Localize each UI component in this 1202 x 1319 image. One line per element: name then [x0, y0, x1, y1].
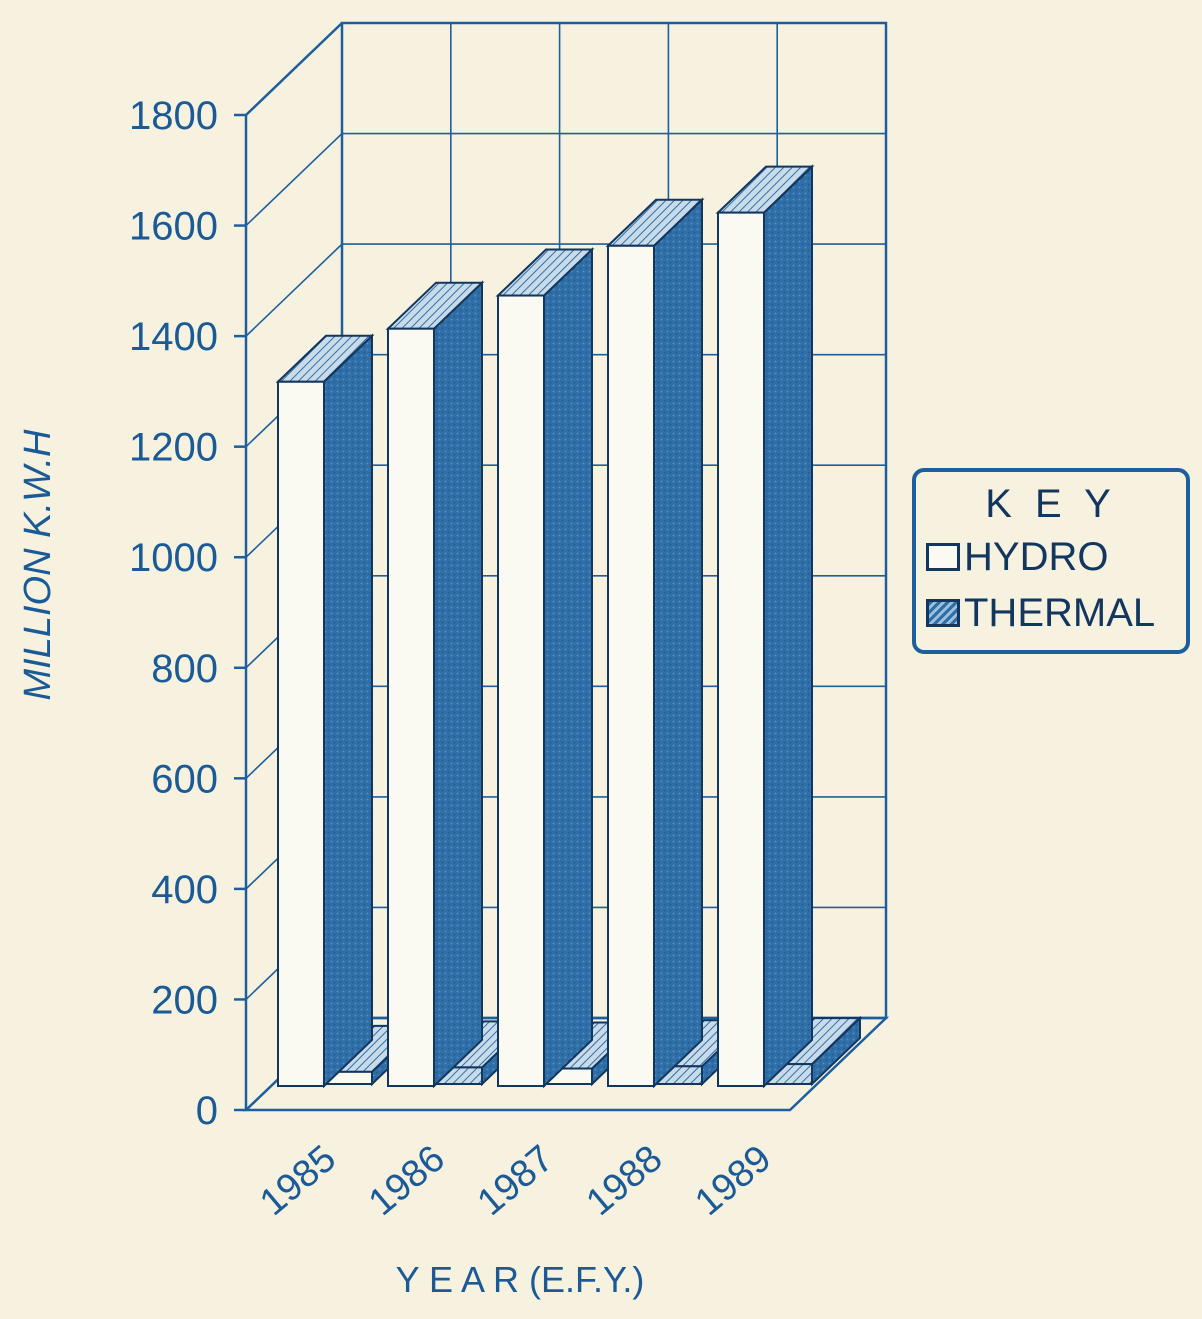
- y-tick-label: 600: [151, 757, 218, 801]
- legend-swatch-thermal: [926, 599, 960, 627]
- gridline-side: [245, 243, 343, 337]
- chart-bars: [275, 164, 863, 1089]
- legend-swatch-hydro: [926, 543, 960, 571]
- bar-hydro: [495, 247, 595, 1089]
- bar-front: [497, 294, 545, 1087]
- bar-front: [277, 380, 325, 1087]
- x-axis-label: Y E A R (E.F.Y.): [396, 1259, 645, 1300]
- gridline-side: [245, 132, 343, 227]
- bar-side: [763, 164, 813, 1089]
- legend-item-thermal: THERMAL: [926, 590, 1155, 636]
- bar-side: [653, 197, 703, 1089]
- x-tick-label: 1988: [579, 1138, 671, 1225]
- y-tick-label: 0: [196, 1089, 218, 1133]
- y-tick-label: 200: [151, 978, 218, 1022]
- bar-side: [543, 247, 593, 1089]
- bar-hydro: [275, 333, 375, 1089]
- y-tick-label: 1000: [129, 536, 218, 580]
- legend-label-hydro: HYDRO: [964, 534, 1109, 579]
- bar-hydro: [605, 197, 705, 1089]
- x-tick-label: 1987: [470, 1138, 562, 1225]
- bar-side: [433, 280, 483, 1089]
- bar-hydro: [385, 280, 485, 1089]
- legend: K E Y HYDRO THERMAL: [912, 468, 1190, 654]
- x-tick-label: 1986: [361, 1138, 453, 1225]
- y-tick-label: 1400: [129, 315, 218, 359]
- legend-label-thermal: THERMAL: [964, 590, 1156, 635]
- y-tick-label: 1200: [129, 426, 218, 470]
- bar-front: [717, 211, 765, 1088]
- y-axis-ticks: 0 200 400 600 800 1000 1200 1400 1600 1800: [129, 94, 246, 1133]
- legend-item-hydro: HYDRO: [926, 534, 1108, 580]
- bar-side: [323, 333, 373, 1089]
- bar-front: [387, 327, 435, 1087]
- x-axis-ticks: 1985 1986 1987 1988 1989: [252, 1138, 779, 1225]
- y-tick-label: 800: [151, 647, 218, 691]
- gridline-side: [245, 22, 343, 116]
- x-tick-label: 1985: [252, 1138, 344, 1225]
- bar-hydro: [715, 164, 815, 1089]
- y-tick-label: 1800: [129, 94, 218, 138]
- y-tick-label: 1600: [129, 205, 218, 249]
- y-tick-label: 400: [151, 868, 218, 912]
- bar-front: [607, 244, 655, 1087]
- y-axis-label: MILLION K.W.H: [17, 429, 59, 701]
- legend-title: K E Y: [985, 482, 1117, 526]
- x-tick-label: 1989: [687, 1138, 779, 1225]
